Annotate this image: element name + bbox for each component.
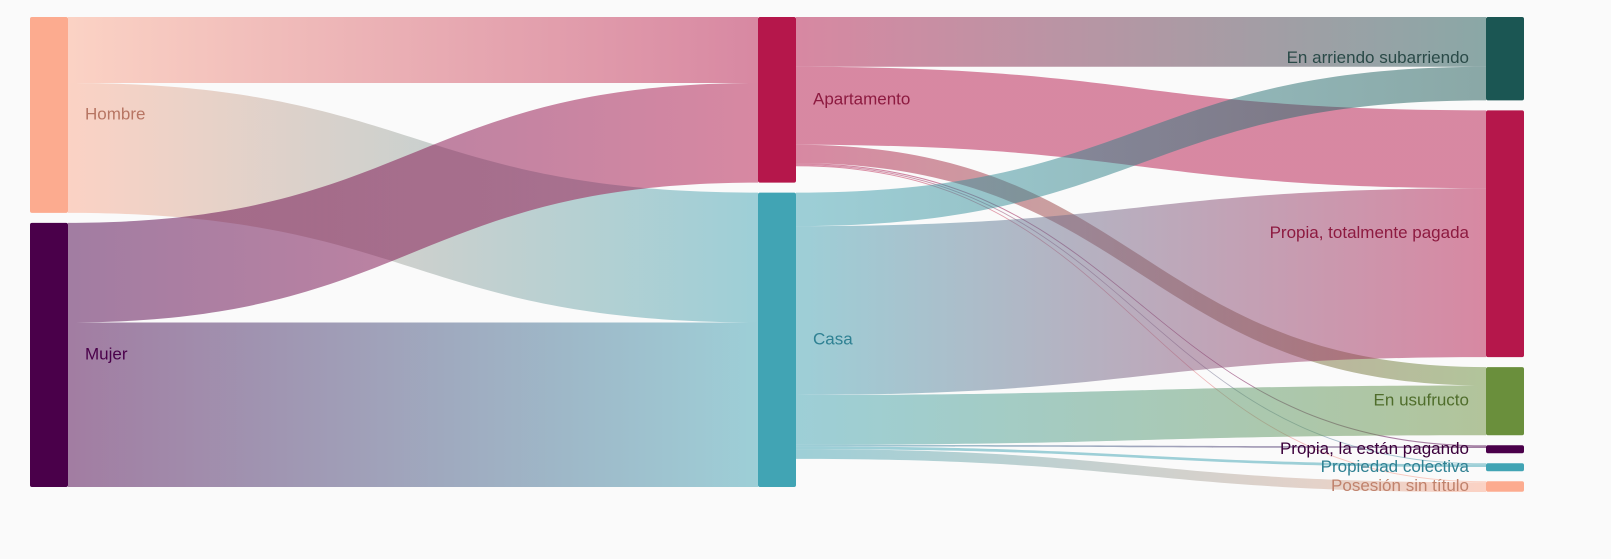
link-apartamento-arriendo[interactable] [796, 17, 1486, 67]
link-apartamento-pagada[interactable] [796, 66, 1486, 189]
node-hombre[interactable] [30, 17, 68, 213]
node-pagando[interactable] [1486, 445, 1524, 454]
node-label-casa: Casa [813, 329, 853, 348]
node-label-usufructo: En usufructo [1374, 391, 1469, 410]
link-casa-usufructo[interactable] [796, 385, 1486, 445]
node-pagada[interactable] [1486, 110, 1524, 358]
node-sintitulo[interactable] [1486, 481, 1524, 492]
link-casa-arriendo[interactable] [796, 66, 1486, 227]
node-mujer[interactable] [30, 222, 68, 487]
node-label-colectiva: Propiedad colectiva [1321, 457, 1470, 476]
node-label-arriendo: En arriendo subarriendo [1287, 48, 1469, 67]
nodes-layer [30, 17, 1524, 492]
node-label-pagada: Propia, totalmente pagada [1270, 223, 1470, 242]
link-casa-sintitulo[interactable] [796, 449, 1486, 493]
node-colectiva[interactable] [1486, 463, 1524, 472]
link-casa-pagada[interactable] [796, 188, 1486, 395]
link-mujer-apartamento[interactable] [68, 83, 758, 323]
link-casa-colectiva[interactable] [796, 446, 1486, 468]
node-label-mujer: Mujer [85, 344, 128, 363]
node-label-hombre: Hombre [85, 104, 145, 123]
node-label-pagando: Propia, la están pagando [1280, 439, 1469, 458]
node-label-apartamento: Apartamento [813, 89, 910, 108]
node-casa[interactable] [758, 192, 796, 487]
link-hombre-apartamento[interactable] [68, 17, 758, 84]
links-layer [68, 17, 1486, 493]
node-apartamento[interactable] [758, 17, 796, 183]
node-label-sintitulo: Posesión sin título [1331, 476, 1469, 495]
node-arriendo[interactable] [1486, 17, 1524, 101]
node-usufructo[interactable] [1486, 367, 1524, 436]
link-casa-pagando[interactable] [796, 444, 1486, 449]
labels-layer: Hombre Mujer Apartamento Casa En arriendo su… [85, 48, 1470, 495]
link-mujer-casa[interactable] [68, 322, 758, 487]
